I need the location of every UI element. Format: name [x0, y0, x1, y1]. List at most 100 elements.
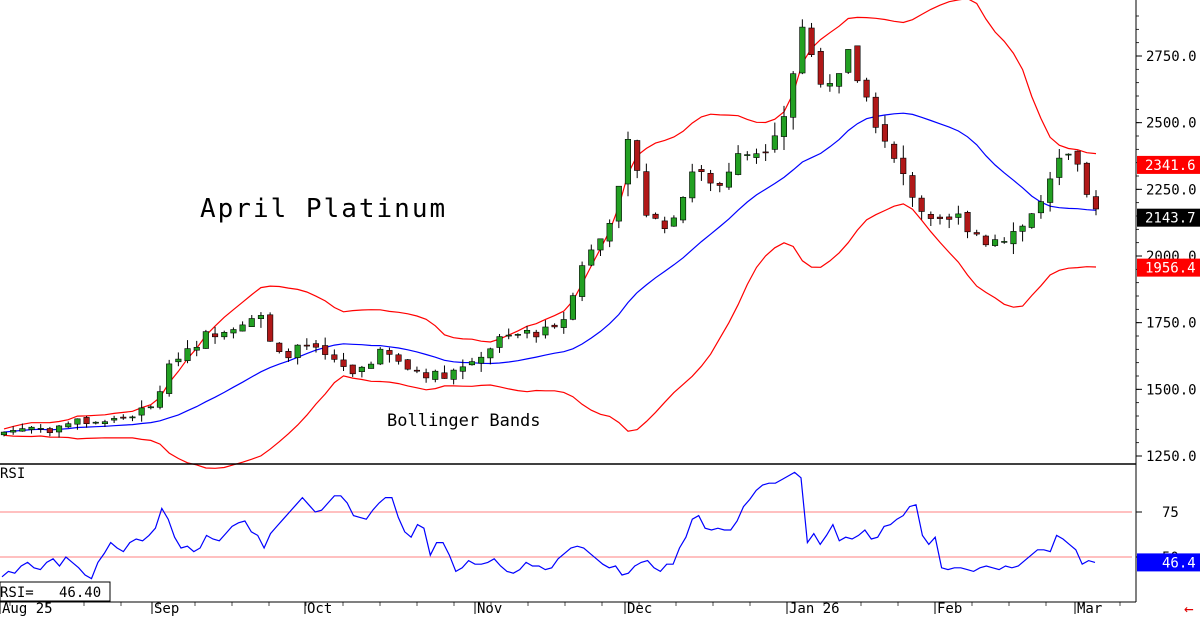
candle-body — [441, 372, 448, 379]
candlestick — [138, 400, 145, 422]
price-tag: 2143.7 — [1137, 208, 1200, 227]
candlestick — [276, 342, 283, 354]
candlestick — [661, 216, 668, 234]
candle-body — [65, 423, 72, 428]
price-tag-label: 2341.6 — [1145, 158, 1196, 174]
candlestick — [367, 361, 375, 369]
rsi-readout: RSI= 46.40 — [0, 585, 101, 601]
candlestick — [1028, 213, 1035, 229]
candlestick — [10, 426, 17, 435]
y-tick-label: 1250.0 — [1146, 449, 1197, 465]
candlestick — [780, 105, 788, 151]
candle-body — [964, 212, 971, 233]
price-tag-label: 2143.7 — [1145, 211, 1196, 227]
candlestick — [634, 139, 641, 179]
candlestick — [37, 424, 44, 433]
candlestick — [744, 151, 751, 161]
candlestick — [964, 210, 971, 239]
candle-body — [395, 354, 402, 362]
candle-body — [652, 213, 659, 219]
candlestick — [19, 423, 26, 432]
candle-body — [881, 124, 889, 142]
candlestick — [982, 234, 989, 247]
price-tag-box — [1137, 155, 1200, 174]
candle-body — [276, 342, 283, 353]
candlestick — [909, 172, 916, 207]
candle-body — [285, 350, 292, 359]
x-tick-label: Sep — [154, 601, 179, 617]
candle-body — [533, 331, 540, 338]
candle-body — [551, 324, 558, 328]
candlestick — [432, 369, 439, 383]
candlestick — [101, 419, 108, 427]
candle-body — [55, 425, 63, 433]
candlestick — [891, 141, 898, 163]
candlestick — [230, 327, 237, 339]
candle-body — [74, 418, 81, 425]
rsi-line — [1, 471, 1096, 580]
candlestick — [523, 325, 531, 339]
candle-body — [909, 175, 916, 198]
candle-body — [542, 326, 549, 336]
candle-body — [212, 333, 219, 338]
bollinger-annotation: Bollinger Bands — [387, 411, 541, 431]
candle-body — [854, 45, 861, 82]
candle-body — [156, 391, 163, 408]
candlestick — [166, 359, 173, 397]
candlestick — [606, 219, 613, 248]
candle-body — [670, 217, 677, 227]
candle-body — [872, 96, 879, 128]
candle-body — [450, 369, 457, 380]
candlestick — [1056, 148, 1063, 186]
candle-body — [1001, 241, 1008, 243]
candle-body — [826, 83, 833, 87]
candle-body — [863, 79, 870, 98]
candlestick — [92, 421, 99, 425]
candlestick — [459, 359, 466, 380]
candlestick — [835, 73, 843, 94]
candle-body — [19, 428, 26, 432]
candlestick — [1065, 153, 1072, 160]
candle-body — [10, 430, 17, 433]
candlestick — [533, 329, 540, 343]
candlestick — [496, 333, 503, 353]
candle-body — [358, 366, 365, 373]
candle-body — [643, 171, 650, 216]
candlestick — [753, 148, 760, 164]
candle-body — [423, 372, 430, 379]
candlestick — [872, 92, 879, 134]
candle-body — [1074, 150, 1081, 165]
x-tick-label: Mar — [1077, 601, 1102, 617]
candle-body — [579, 265, 586, 297]
candlestick — [377, 347, 384, 366]
rsi-last-value-label: 46.4 — [1162, 555, 1196, 571]
candlestick — [285, 348, 292, 362]
candle-body — [973, 232, 980, 235]
candlestick — [679, 196, 687, 224]
candlestick — [450, 368, 457, 385]
candlestick — [83, 415, 90, 428]
price-tag-box — [1137, 258, 1200, 277]
y-tick-label: 1750.0 — [1146, 316, 1197, 332]
candlestick — [624, 131, 632, 197]
candle-body — [1010, 231, 1017, 245]
scroll-left-arrow-icon[interactable]: ← — [1184, 599, 1194, 618]
candlestick — [248, 315, 255, 327]
x-tick-label: Dec — [627, 601, 652, 617]
candlestick — [973, 229, 980, 237]
candlestick — [478, 351, 485, 372]
candle-body — [221, 331, 228, 338]
candlestick — [826, 74, 833, 92]
candlestick — [725, 162, 733, 190]
candle-body — [184, 348, 191, 362]
candle-body — [1065, 153, 1072, 156]
candlestick — [441, 365, 448, 379]
price-tag: 2341.6 — [1137, 155, 1200, 174]
candle-body — [111, 418, 118, 421]
candlestick — [560, 311, 567, 334]
candle-body — [707, 173, 714, 184]
candlestick — [551, 323, 558, 329]
rsi-last-value-box — [1137, 553, 1200, 572]
candlestick — [505, 328, 512, 340]
